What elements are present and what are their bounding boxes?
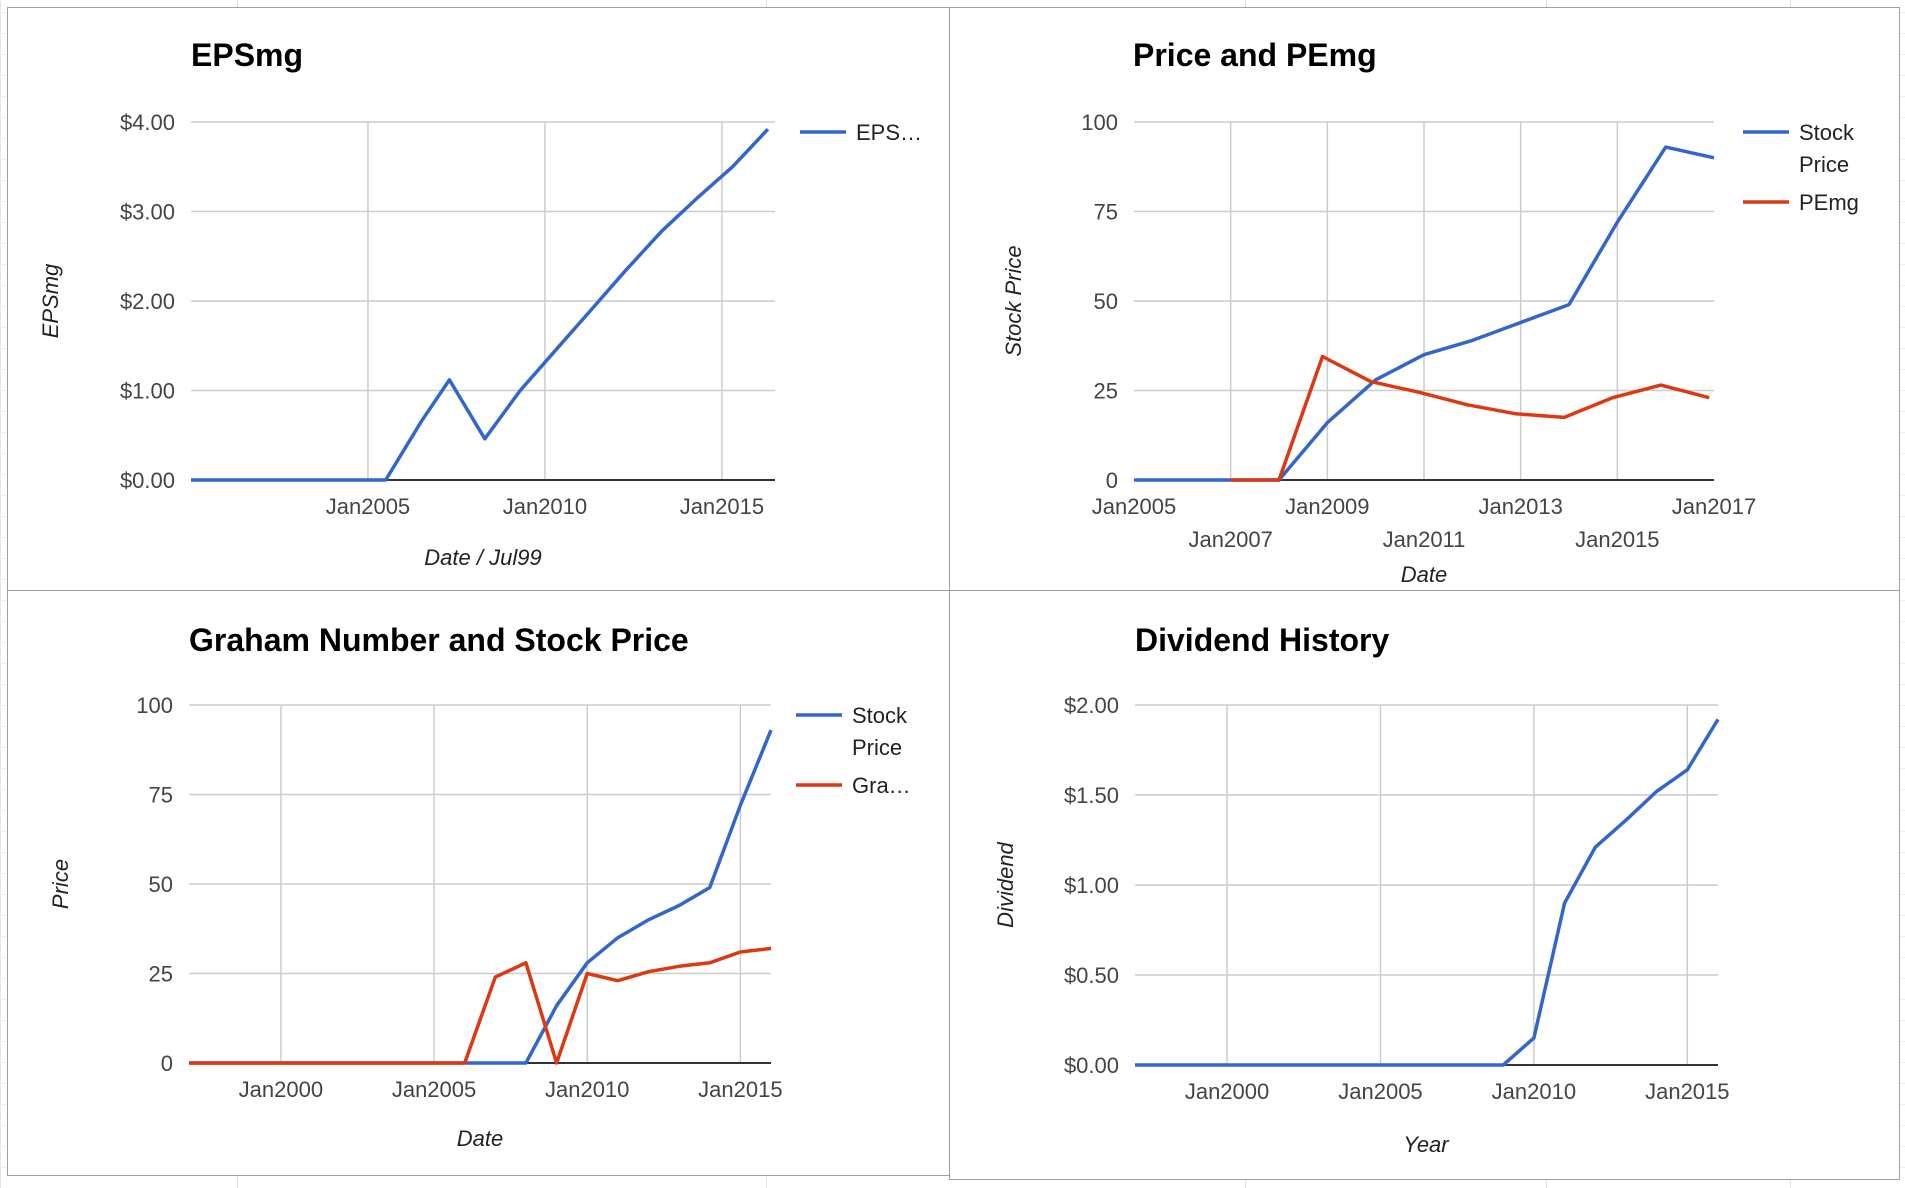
chart-dividend-history: Dividend History $0.00 $0.50 $1.00 $1.50 $2.0… — [993, 622, 1730, 1157]
legend-label: Stock — [852, 703, 908, 728]
x-tick-label: Jan2015 — [698, 1077, 782, 1102]
x-axis-title: Date — [1401, 562, 1447, 587]
chart-epsmg: EPSmg $0.00 $1.00 $2.00 $3.00 $4.00 Jan2005 Jan… — [38, 37, 922, 570]
legend-label: Gra… — [852, 773, 911, 798]
x-tick-label: Jan2013 — [1478, 494, 1562, 519]
y-tick-label: 25 — [1094, 379, 1118, 404]
chart-panel-graham-number[interactable]: Graham Number and Stock Price 0 25 50 75 100 J… — [7, 590, 950, 1176]
legend-item[interactable]: PEmg — [1743, 190, 1859, 215]
chart-title: Graham Number and Stock Price — [189, 622, 689, 658]
legend-item[interactable]: Stock Price — [1743, 120, 1855, 177]
y-tick-label: 50 — [149, 872, 173, 897]
y-tick-label: 75 — [149, 783, 173, 808]
x-tick-label: Jan2000 — [239, 1077, 323, 1102]
y-tick-label: $2.00 — [120, 289, 175, 314]
chart-graham-number: Graham Number and Stock Price 0 25 50 75 100 J… — [48, 622, 911, 1151]
y-tick-label: 25 — [149, 962, 173, 987]
x-axis-title: Date — [457, 1126, 503, 1151]
x-tick-label: Jan2007 — [1188, 527, 1272, 552]
y-tick-label: 50 — [1094, 289, 1118, 314]
chart-panel-price-and-pemg[interactable]: Price and PEmg 0 25 50 75 100 Jan2005 Jan2007 Ja… — [949, 7, 1900, 591]
series-line[interactable] — [1135, 718, 1720, 1067]
legend-label: Stock — [1799, 120, 1855, 145]
x-tick-label: Jan2015 — [1645, 1079, 1729, 1104]
series-line[interactable] — [191, 128, 770, 482]
y-tick-label: $1.50 — [1064, 783, 1119, 808]
chart-title: EPSmg — [191, 37, 303, 73]
chart-price-and-pemg: Price and PEmg 0 25 50 75 100 Jan2005 Jan2007 Ja… — [1001, 37, 1859, 587]
series-line[interactable] — [1230, 354, 1710, 482]
y-tick-label: $0.00 — [120, 468, 175, 493]
y-axis-title: Stock Price — [1001, 245, 1026, 356]
chart-title: Price and PEmg — [1133, 37, 1377, 73]
y-tick-label: 100 — [136, 693, 173, 718]
x-tick-label: Jan2015 — [1575, 527, 1659, 552]
legend-item[interactable]: Gra… — [796, 773, 911, 798]
series-line[interactable] — [189, 729, 773, 1065]
legend-label: Price — [852, 735, 902, 760]
chart-panel-dividend-history[interactable]: Dividend History $0.00 $0.50 $1.00 $1.50 $2.0… — [949, 590, 1900, 1180]
x-axis-title: Year — [1403, 1132, 1450, 1157]
x-tick-label: Jan2005 — [392, 1077, 476, 1102]
y-tick-label: 0 — [1106, 468, 1118, 493]
x-tick-label: Jan2005 — [1338, 1079, 1422, 1104]
chart-panel-epsmg[interactable]: EPSmg $0.00 $1.00 $2.00 $3.00 $4.00 Jan2005 Jan… — [7, 7, 950, 591]
y-tick-label: 100 — [1081, 110, 1118, 135]
y-tick-label: $2.00 — [1064, 693, 1119, 718]
legend-label: PEmg — [1799, 190, 1859, 215]
x-tick-label: Jan2000 — [1185, 1079, 1269, 1104]
x-tick-label: Jan2005 — [1092, 494, 1176, 519]
y-tick-label: $3.00 — [120, 200, 175, 225]
y-axis-title: Price — [48, 859, 73, 909]
x-tick-label: Jan2010 — [545, 1077, 629, 1102]
x-tick-label: Jan2010 — [503, 494, 587, 519]
y-tick-label: $4.00 — [120, 110, 175, 135]
x-tick-label: Jan2010 — [1492, 1079, 1576, 1104]
y-axis-title: Dividend — [993, 841, 1018, 927]
chart-title: Dividend History — [1135, 622, 1389, 658]
series-line[interactable] — [189, 946, 772, 1065]
x-tick-label: Jan2005 — [326, 494, 410, 519]
y-tick-label: $0.50 — [1064, 963, 1119, 988]
x-tick-label: Jan2009 — [1285, 494, 1369, 519]
legend-item[interactable]: Stock Price — [796, 703, 908, 760]
y-tick-label: $1.00 — [120, 379, 175, 404]
y-tick-label: $0.00 — [1064, 1053, 1119, 1078]
y-tick-label: 75 — [1094, 200, 1118, 225]
legend-label: Price — [1799, 152, 1849, 177]
y-axis-title: EPSmg — [38, 263, 63, 338]
x-tick-label: Jan2011 — [1383, 527, 1466, 552]
legend-label: EPS… — [856, 120, 922, 145]
legend-item[interactable]: EPS… — [800, 120, 922, 145]
x-tick-label: Jan2017 — [1672, 494, 1756, 519]
x-tick-label: Jan2015 — [680, 494, 764, 519]
x-axis-title: Date / Jul99 — [424, 545, 541, 570]
y-tick-label: 0 — [161, 1051, 173, 1076]
y-tick-label: $1.00 — [1064, 873, 1119, 898]
